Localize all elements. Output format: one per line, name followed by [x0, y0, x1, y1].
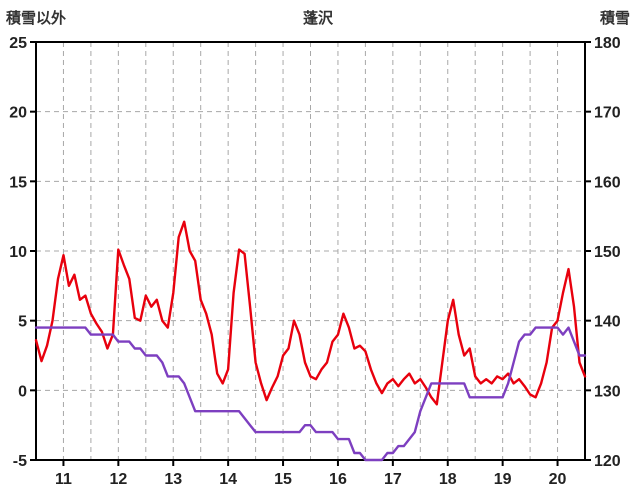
x-tick-label: 17 [384, 471, 402, 488]
x-tick-label: 11 [55, 471, 72, 488]
x-tick-label: 20 [549, 471, 567, 488]
left-tick-label: 25 [9, 35, 27, 52]
x-tick-label: 19 [494, 471, 512, 488]
x-tick-label: 16 [329, 471, 347, 488]
x-tick-label: 14 [219, 471, 237, 488]
right-tick-label: 150 [594, 244, 621, 261]
left-tick-label: 5 [18, 314, 27, 331]
left-tick-label: 0 [18, 383, 27, 400]
series-line-right [34, 326, 587, 462]
right-tick-label: 120 [594, 453, 621, 470]
x-tick-label: 18 [439, 471, 457, 488]
x-tick-label: 13 [164, 471, 182, 488]
left-tick-label: 20 [9, 105, 27, 122]
right-tick-label: 160 [594, 174, 621, 191]
right-tick-label: 140 [594, 314, 621, 331]
series-line-left [34, 220, 587, 406]
left-axis-title: 積雪以外 [6, 10, 67, 27]
right-tick-label: 130 [594, 383, 621, 400]
left-tick-label: 10 [9, 244, 27, 261]
x-tick-label: 12 [109, 471, 127, 488]
left-tick-label: 15 [9, 174, 27, 191]
left-tick-label: -5 [13, 453, 27, 470]
right-tick-label: 180 [594, 35, 621, 52]
x-tick-label: 15 [274, 471, 292, 488]
chart-title: 蓬沢 [302, 10, 333, 27]
right-axis-title: 積雪 [599, 10, 630, 27]
right-tick-label: 170 [594, 105, 621, 122]
